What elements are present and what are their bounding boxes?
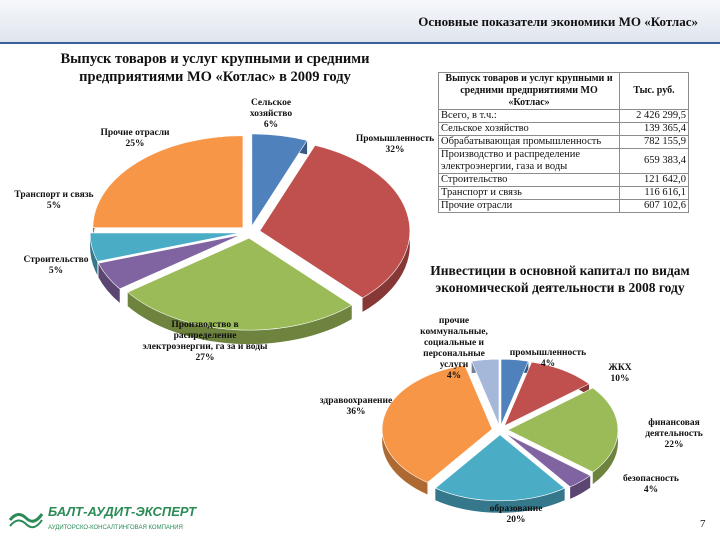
chart2-label-finance: финансовая деятельность 22%	[645, 418, 703, 450]
chart1-label-industry: Промышленность 32%	[355, 134, 435, 155]
table-row: Сельское хозяйство 139 365,4	[438, 122, 689, 136]
pie2-slice-4	[505, 433, 591, 488]
pie2-slice-2	[503, 361, 590, 427]
header-bar: Основные показатели экономики МО «Котлас…	[0, 0, 720, 44]
pie1-slice-4	[97, 234, 242, 290]
chart1-title: Выпуск товаров и услуг крупными и средни…	[60, 51, 370, 85]
table-cell-value: 659 383,4	[619, 148, 689, 174]
chart2-label-education: образование 20%	[489, 504, 543, 525]
chart1-label-construction: Строительство 5%	[23, 255, 89, 276]
table-cell-value: 116 616,1	[619, 186, 689, 200]
logo-name: БАЛТ-АУДИТ-ЭКСПЕРТ	[48, 504, 197, 519]
table-cell-value: 139 365,4	[619, 122, 689, 136]
table-cell-name: Транспорт и связь	[438, 186, 620, 200]
pie1-slice-side-5	[90, 232, 98, 276]
table-cell-value: 121 642,0	[619, 173, 689, 187]
pie2-slice-side-4	[570, 475, 591, 499]
pie2-slice-6	[381, 364, 493, 483]
pie-2	[381, 358, 619, 513]
pie1-slice-side-3	[127, 292, 352, 345]
pie1-slice-side-4	[98, 263, 120, 303]
table-row: Строительство 121 642,0	[438, 173, 689, 187]
table-cell-name: Всего, в т.ч.:	[438, 109, 620, 123]
chart2-label-security: безопасность 4%	[623, 474, 679, 495]
table-row: Транспорт и связь 116 616,1	[438, 186, 689, 200]
pie2-slice-side-5	[435, 488, 565, 513]
chart1-label-energy: Производство в распределение электроэнер…	[142, 320, 268, 363]
chart2-label-health: здравоохранение 36%	[319, 396, 393, 417]
wave-logo-icon	[8, 513, 44, 529]
page-number: 7	[700, 518, 706, 530]
pie1-slice-2	[259, 144, 411, 299]
chart2-label-other-services: прочие коммунальные, социальные и персон…	[420, 316, 488, 381]
chart1-label-other: Прочие отрасли 25%	[100, 128, 170, 149]
company-logo: БАЛТ-АУДИТ-ЭКСПЕРТ АУДИТОРСКО-КОНСАЛТИНГ…	[8, 500, 218, 536]
table-cell-name: Строительство	[438, 173, 620, 187]
table-header-row: Выпуск товаров и услуг крупными и средни…	[438, 72, 689, 110]
table-row: Производство и распределение электроэнер…	[438, 148, 689, 174]
pie1-slice-1	[251, 133, 308, 227]
chart2-label-housing: ЖКХ 10%	[608, 363, 632, 384]
table-cell-name: Прочие отрасли	[438, 199, 620, 213]
pie1-slice-3	[127, 237, 353, 331]
table-cell-value: 607 102,6	[619, 199, 689, 213]
pie-1	[89, 133, 411, 345]
pie2-slice-3	[507, 387, 619, 473]
table-cell-name: Производство и распределение электроэнер…	[438, 148, 620, 174]
output-table: Выпуск товаров и услуг крупными и средни…	[438, 72, 689, 213]
chart1-label-agriculture: Сельское хозяйство 6%	[249, 98, 293, 130]
header-title: Основные показатели экономики МО «Котлас…	[418, 14, 698, 29]
chart2-title: Инвестиции в основной капитал по видам э…	[430, 263, 690, 295]
table-cell-name: Сельское хозяйство	[438, 122, 620, 136]
table-cell-name: Обрабатывающая промышленность	[438, 135, 620, 149]
pie2-slice-1	[500, 358, 529, 426]
pie2-slice-5	[434, 434, 566, 502]
logo-subtitle: АУДИТОРСКО-КОНСАЛТИНГОВАЯ КОМПАНИЯ	[48, 525, 183, 531]
pie1-slice-5	[89, 232, 241, 262]
table-row: Обрабатывающая промышленность 782 155,9	[438, 135, 689, 149]
table-header-unit: Тыс. руб.	[619, 72, 689, 110]
table-cell-value: 782 155,9	[619, 135, 689, 149]
table-cell-value: 2 426 299,5	[619, 109, 689, 123]
chart2-label-industry: промышленность 4%	[509, 348, 587, 369]
table-row: Прочие отрасли 607 102,6	[438, 199, 689, 213]
table-row: Всего, в т.ч.: 2 426 299,5	[438, 109, 689, 123]
pie2-slice-7	[471, 358, 500, 426]
table-header-name: Выпуск товаров и услуг крупными и средни…	[438, 72, 620, 110]
pie1-slice-6	[92, 135, 244, 228]
chart1-label-transport: Транспорт и связь 5%	[14, 190, 94, 211]
